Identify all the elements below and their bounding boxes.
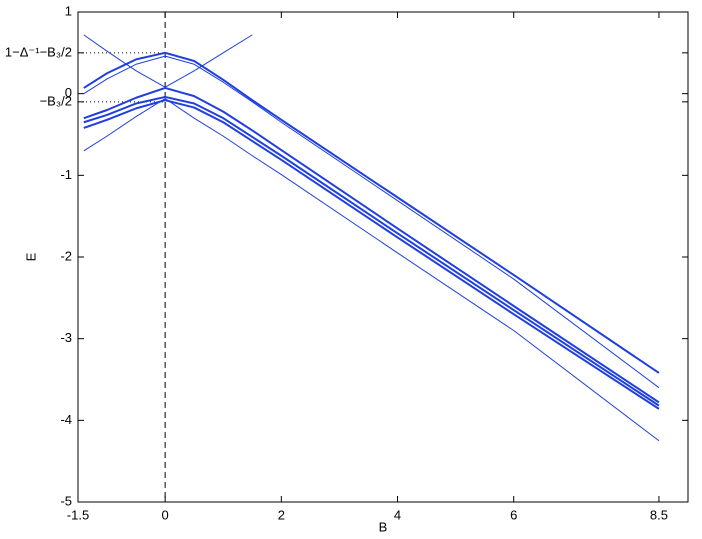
y-tick-label: -4 (60, 412, 72, 427)
x-tick-label: -1.5 (67, 507, 89, 522)
y-tick-label: -5 (60, 493, 72, 508)
series-line (83, 98, 660, 442)
x-tick-label: 6 (510, 507, 517, 522)
x-tick-label: 0 (162, 507, 169, 522)
y-tick-label: 0 (65, 85, 72, 100)
series-line (83, 86, 660, 404)
x-tick-label: 2 (278, 507, 285, 522)
series-line (83, 55, 660, 389)
y-tick-label: -3 (60, 330, 72, 345)
y-tick-label: −B₃/2 (40, 93, 72, 108)
series-line (83, 99, 660, 410)
series-line (83, 95, 660, 407)
x-axis-label: B (379, 519, 388, 534)
y-tick-label: -1 (60, 167, 72, 182)
y-tick-label: 1 (65, 3, 72, 18)
y-tick-label: 1−Δ⁻¹−B₃/2 (5, 44, 72, 59)
x-tick-label: 4 (394, 507, 401, 522)
plot-frame (77, 11, 689, 503)
y-axis-label: E (23, 252, 38, 261)
x-tick-label: 8.5 (650, 507, 668, 522)
y-tick-label: -2 (60, 248, 72, 263)
